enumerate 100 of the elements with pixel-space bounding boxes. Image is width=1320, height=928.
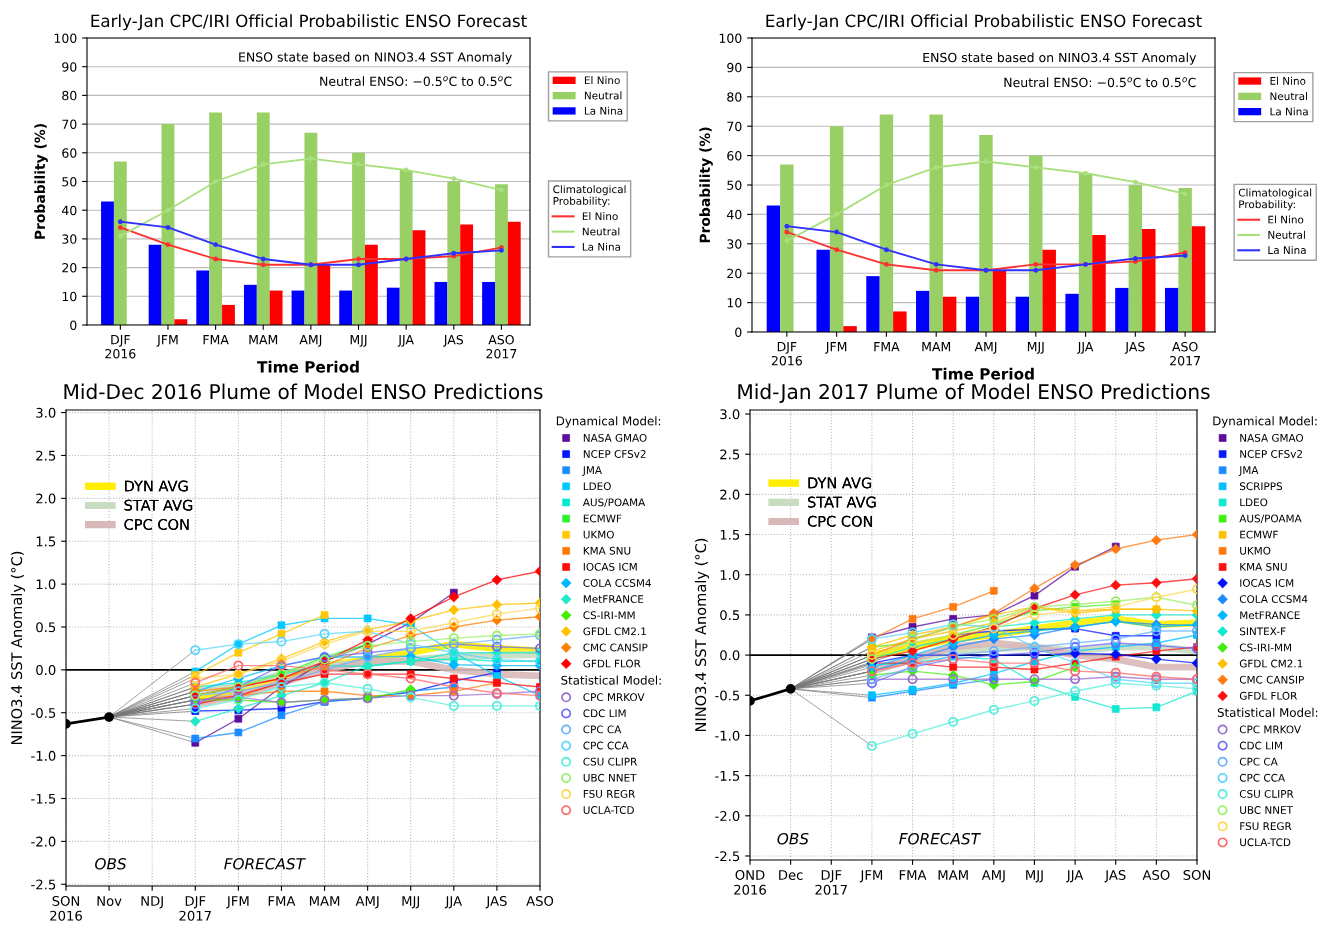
x-tick-label: MJJ [1026,870,1043,883]
legend-label: IOCAS ICM [583,562,637,571]
legend-label: GFDL FLOR [1239,691,1298,700]
y-tick-label: 50 [727,180,742,190]
legend-label: DYN AVG [808,477,872,489]
y-axis-title: Probability (%) [699,127,713,243]
y-tick-label: 60 [727,151,742,161]
legend-label: CMC CANSIP [583,643,648,652]
legend-label: CPC CON [124,518,189,530]
y-tick-label: 0 [70,320,77,330]
legend-label: KMA SNU [583,546,631,555]
legend-label: UBC NNET [1240,806,1294,814]
y-tick-label: 10 [62,291,77,302]
x-tick-label: OND 2016 [734,869,766,895]
y-tick-label: 1.5 [720,529,740,540]
legend-label: COLA CCSM4 [1239,595,1308,604]
x-tick-label: FMA [203,335,229,345]
text: Dynamical Model: [1213,416,1317,428]
legend-label: La Nina [1270,107,1308,116]
text: Dynamical Model: [556,416,661,428]
legend-label: La Nina [582,242,621,251]
x-tick-label: ASO 2017 [486,334,517,359]
x-tick-label: SON 2016 [50,895,82,921]
y-tick-label: 40 [726,209,742,220]
y-tick-label: 70 [727,121,742,132]
y-tick-label: 100 [719,33,742,43]
legend-label: SCRIPPS [1239,482,1283,491]
legend-label: GFDL FLOR [583,659,641,668]
y-tick-label: -1.5 [31,793,56,804]
legend-label: CPC CCA [1239,773,1285,782]
legend-label: La Nina [584,106,623,115]
y-tick-label: -0.5 [31,707,56,718]
legend-label: FSU REGR [1240,822,1292,831]
annotation: FORECAST [899,832,981,845]
y-tick-label: 2.5 [720,449,740,460]
y-tick-label: 0 [735,327,742,337]
x-tick-label: AMJ [981,870,1005,883]
y-tick-label: 80 [62,90,77,101]
x-tick-label: MAM [922,342,951,352]
x-tick-label: Dec [779,870,803,880]
y-tick-label: 90 [727,62,742,73]
x-tick-label: DJF 2017 [815,870,847,895]
y-tick-label: 40 [61,205,77,216]
x-axis-title: Time Period [257,360,359,373]
y-tick-label: 1.0 [36,579,56,590]
y-tick-label: 3.0 [36,407,56,418]
x-tick-label: DJF 2017 [179,896,211,921]
y-tick-label: 60 [62,148,77,158]
y-tick-label: 20 [62,263,77,273]
y-tick-label: 2.0 [720,489,740,500]
legend-label: UKMO [583,530,614,539]
y-tick-label: -1.0 [31,750,56,761]
x-tick-label: DJF 2016 [105,335,136,359]
legend-label: El Nino [1268,215,1304,224]
x-tick-label: FMA [268,896,296,906]
x-tick-label: JJA [1077,342,1094,354]
annotation: ENSO state based on NINO3.4 SST Anomaly [923,52,1197,65]
legend-label: AUS/POAMA [1239,514,1302,524]
annotation: OBS [777,832,809,845]
y-tick-label: 0.5 [36,622,56,633]
x-tick-label: JFM [156,335,178,347]
legend-label: Neutral [1270,92,1307,101]
legend-label: CMC CANSIP [1239,675,1304,684]
x-axis-title: Time Period [932,367,1034,380]
chart-title: Mid-Jan 2017 Plume of Model ENSO Predictions [738,383,1210,403]
y-tick-label: -1.5 [715,771,740,781]
x-tick-label: ASO 2017 [1170,341,1200,366]
legend-label: COLA CCSM4 [583,579,651,587]
y-tick-label: 1.5 [36,536,56,547]
x-tick-label: AMJ [974,342,997,354]
legend-label: CPC MRKOV [1239,725,1301,734]
x-tick-label: Nov [97,896,122,906]
y-tick-label: 3.0 [720,409,740,420]
x-tick-label: NDJ [141,896,163,909]
y-tick-label: 50 [62,176,77,187]
y-tick-label: -2.5 [715,851,740,862]
y-tick-label: 2.5 [36,450,56,461]
legend-label: ECMWF [583,514,622,523]
text: Statistical Model: [561,675,661,685]
x-tick-label: MJJ [1027,342,1044,354]
x-tick-label: JJA [397,335,414,347]
legend-label: CSU CLIPR [1239,789,1294,798]
y-tick-label: 1.0 [720,569,740,580]
legend-label: ECMWF [1240,530,1278,539]
legend-label: Neutral [582,227,620,236]
x-tick-label: JAS [1104,869,1126,883]
y-axis-title: Probability (%) [34,124,48,239]
annotation: FORECAST [224,858,306,870]
chart-title: Mid-Dec 2016 Plume of Model ENSO Predictions [64,383,543,400]
legend-label: UCLA-TCD [583,806,634,814]
x-tick-label: JFM [859,870,883,883]
legend-title: Climatological Probability: [1238,188,1312,211]
legend-label: JMA [582,466,602,476]
legend-label: CDC LIM [1239,741,1282,750]
x-tick-label: SON [1183,869,1211,880]
legend-label: UCLA-TCD [1240,838,1291,847]
x-tick-label: AMJ [355,896,379,909]
x-tick-label: MAM [249,335,278,345]
legend-label: El Nino [1270,76,1306,85]
y-tick-label: -1.0 [715,730,740,741]
